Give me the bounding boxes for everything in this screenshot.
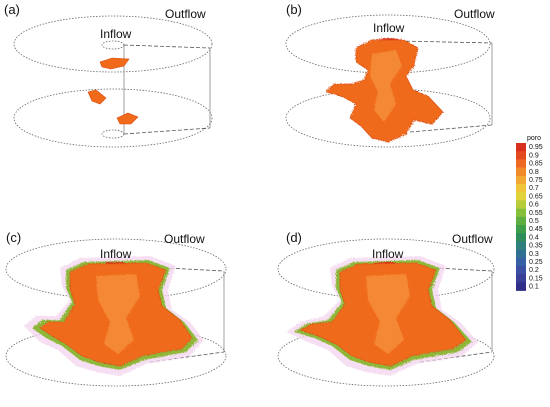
plume-c	[24, 256, 204, 376]
plume-highlight	[366, 274, 410, 354]
colorbar-tick-label: 0.25	[529, 259, 543, 266]
colorbar-swatch	[516, 282, 526, 291]
bottom-ellipse	[13, 88, 213, 148]
outflow-line-bottom	[409, 124, 493, 133]
colorbar-swatch	[516, 159, 526, 168]
colorbar-tick-label: 0.4	[529, 234, 539, 241]
inflow-label: Inflow	[100, 27, 132, 41]
colorbar-swatch	[516, 184, 526, 193]
colorbar-swatch	[516, 274, 526, 283]
panel-label: (d)	[286, 230, 302, 245]
plume-blob-1	[99, 57, 130, 70]
colorbar-title: poro	[527, 135, 541, 142]
inflow-label: Inflow	[372, 247, 404, 261]
outflow-label: Outflow	[165, 7, 206, 21]
colorbar-swatch	[516, 241, 526, 250]
colorbar-tick-label: 0.9	[529, 152, 539, 159]
panel-d: (d) Inflow Outflow	[277, 230, 495, 387]
colorbar-tick-label: 0.5	[529, 218, 539, 225]
colorbar-tick-label: 0.7	[529, 185, 539, 192]
outflow-line-bottom	[123, 127, 211, 135]
inflow-well-ellipse	[101, 40, 125, 50]
plume-highlight	[96, 274, 140, 354]
outflow-label: Outflow	[452, 232, 493, 246]
colorbar-tick-label: 0.15	[529, 275, 543, 282]
colorbar-tick-label: 0.55	[529, 210, 543, 217]
colorbar-tick-label: 0.2	[529, 267, 539, 274]
panel-label: (c)	[6, 230, 21, 245]
plume-blob-3	[116, 112, 139, 125]
colorbar-swatch	[516, 233, 526, 242]
colorbar-swatch	[516, 192, 526, 201]
colorbar-swatch	[516, 208, 526, 218]
colorbar-tick-label: 0.75	[529, 177, 543, 184]
colorbar-tick-label: 0.3	[529, 251, 539, 258]
colorbar-swatch	[516, 249, 526, 259]
plume-highlight	[370, 50, 402, 122]
inflow-label: Inflow	[373, 21, 405, 35]
colorbar-tick-label: 0.45	[529, 226, 543, 233]
colorbar-tick-label: 0.85	[529, 161, 543, 168]
top-ellipse	[5, 238, 227, 300]
colorbar-swatch	[516, 216, 526, 226]
panel-a: (a) Inflow Outflow	[4, 2, 213, 148]
panel-label: (b)	[286, 2, 302, 17]
colorbar-ticks: 0.950.90.850.80.750.70.650.60.550.50.450…	[529, 144, 543, 290]
panel-label: (a)	[4, 2, 20, 17]
panel-c: (c) Inflow Outflow	[5, 230, 227, 387]
top-ellipse	[285, 14, 491, 74]
inflow-label: Inflow	[100, 247, 132, 261]
bottom-ellipse	[285, 88, 491, 148]
colorbar-swatch	[516, 143, 526, 152]
colorbar-swatches	[516, 143, 526, 291]
outflow-label: Outflow	[164, 232, 205, 246]
plume-b	[325, 38, 444, 143]
colorbar: poro 0.950.9 0.850.80.750.70.65 0.60.550.5…	[516, 135, 543, 291]
colorbar-swatch	[516, 266, 526, 275]
colorbar-swatch	[516, 257, 526, 267]
plume-a	[87, 57, 139, 125]
colorbar-tick-label: 0.95	[529, 144, 543, 151]
plume-d	[286, 256, 478, 376]
colorbar-swatch	[516, 167, 526, 177]
colorbar-tick-label: 0.8	[529, 169, 539, 176]
colorbar-swatch	[516, 151, 526, 160]
colorbar-swatch	[516, 200, 526, 209]
panel-b: (b) Inflow Outflow	[285, 2, 495, 148]
top-ellipse	[13, 15, 213, 73]
outflow-line-top	[399, 40, 493, 44]
colorbar-tick-label: 0.6	[529, 202, 539, 209]
colorbar-tick-label: 0.35	[529, 243, 543, 250]
outflow-line-top	[127, 265, 225, 272]
outflow-label: Outflow	[454, 7, 495, 21]
outflow-line-top	[123, 44, 211, 49]
colorbar-tick-label: 0.65	[529, 193, 543, 200]
colorbar-swatch	[516, 175, 526, 185]
colorbar-swatch	[516, 225, 526, 234]
colorbar-tick-label: 0.1	[529, 284, 539, 291]
plume-blob-2	[87, 89, 107, 105]
inflow-well-bottom	[101, 129, 125, 139]
